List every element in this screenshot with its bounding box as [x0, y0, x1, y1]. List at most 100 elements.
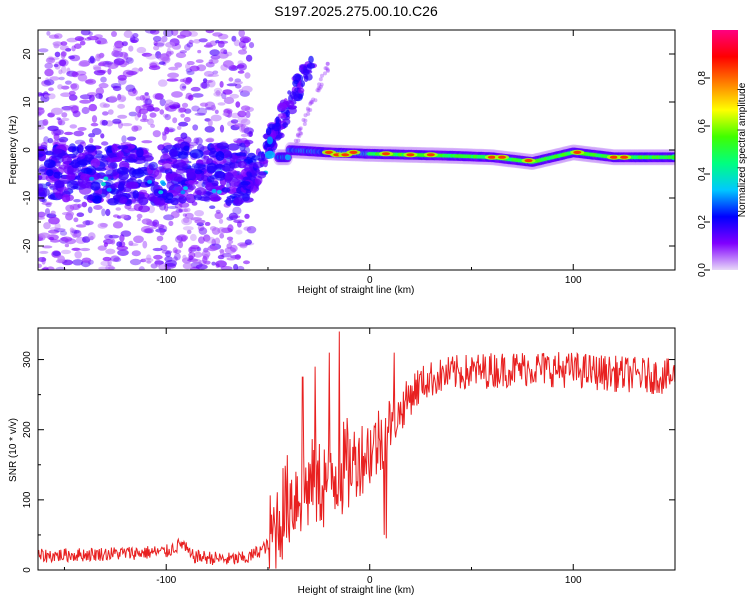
spectrogram-blob — [192, 93, 204, 98]
spectrogram-blob — [213, 87, 223, 94]
spectrogram-blob — [233, 263, 239, 270]
spectrogram-blob — [53, 171, 63, 179]
spectrogram-blob — [93, 34, 103, 39]
spectrogram-x-ticks: -100 0 100 — [63, 30, 676, 286]
spectrogram-blob — [61, 194, 71, 203]
spectrogram-blob — [105, 248, 116, 255]
spectrogram-blob — [210, 58, 219, 64]
spectrogram-blob — [210, 114, 222, 122]
spectrogram-blob — [263, 133, 269, 140]
spectrogram-blob — [80, 30, 91, 36]
spectrogram-blob — [211, 261, 216, 266]
spectrogram-blob — [43, 159, 56, 169]
spectrogram-blob — [52, 148, 63, 155]
spectrogram-blob — [226, 243, 232, 250]
spectrogram-blob — [190, 266, 200, 270]
spectrogram-blob — [207, 119, 213, 127]
spectrogram-blob — [225, 197, 232, 206]
spectrogram-blob — [219, 81, 224, 88]
spectrogram-blob — [289, 90, 299, 100]
spectrogram-blob — [318, 77, 323, 82]
spectrogram-blob — [39, 250, 49, 254]
spectrogram-blob — [127, 88, 138, 97]
spectrogram-blob — [53, 63, 59, 68]
spectrogram-blob — [101, 208, 106, 217]
spectrogram-blob — [101, 182, 106, 186]
spectrogram-blob — [107, 62, 119, 69]
spectrogram-blob — [236, 265, 245, 270]
spectrogram-blob — [114, 40, 124, 49]
spectrogram-blob — [136, 148, 144, 158]
spectrogram-blob — [79, 94, 92, 100]
spectrogram-blob — [192, 124, 199, 131]
spectrogram-blob — [161, 160, 173, 170]
spectrogram-blob — [293, 79, 299, 84]
spectrogram-blob — [224, 246, 236, 254]
spectrogram-blob — [210, 104, 216, 111]
spectrogram-blob — [311, 97, 316, 102]
spectrogram-blob — [113, 214, 120, 218]
spectrogram-blob — [215, 163, 224, 168]
spectrogram-blob — [119, 214, 129, 219]
spectrogram-blob — [295, 133, 300, 138]
spectrogram-blob — [221, 187, 231, 193]
spectrogram-blob — [318, 84, 323, 89]
spectrogram-blob — [190, 233, 197, 242]
spectrogram-blob — [238, 30, 245, 38]
spectrogram-blob — [206, 137, 215, 143]
spectrogram-blob — [183, 186, 188, 191]
spectrogram-blob — [325, 67, 330, 72]
spectrogram-blob — [217, 254, 225, 260]
spectrogram-blob — [233, 219, 245, 224]
spectrogram-blob — [60, 249, 72, 255]
spectrogram-blob — [198, 227, 208, 235]
spectrogram-blob — [272, 123, 281, 132]
spectrogram-blob — [203, 80, 213, 83]
spectrogram-blob — [38, 263, 42, 268]
spectrogram-blob — [95, 93, 103, 99]
spectrogram-blob — [45, 57, 56, 64]
spectrogram-blob — [68, 90, 76, 96]
spectrogram-blob — [303, 118, 308, 123]
spectrogram-blob — [252, 161, 263, 169]
spectrogram-blob — [182, 85, 186, 89]
spectrogram-blob — [38, 48, 49, 53]
spectrogram-blob — [323, 66, 328, 71]
spectrogram-blob — [101, 141, 109, 146]
spectrogram-blob — [68, 55, 75, 60]
spectrogram-blob — [79, 247, 91, 252]
spectrogram-blob — [144, 98, 152, 106]
spectrogram-blob — [117, 74, 127, 81]
spectrogram-blob — [111, 143, 118, 154]
spectrogram-blob — [218, 33, 229, 40]
spectrogram-blob — [299, 131, 304, 136]
spectrogram-blob — [203, 70, 214, 77]
spectrogram-blob — [172, 256, 178, 262]
spectrogram-blob — [172, 247, 178, 254]
spectrogram-blob — [59, 45, 69, 51]
spectrogram-blob — [277, 113, 287, 119]
spectrogram-blob — [228, 212, 238, 221]
spectrogram-blob — [96, 40, 102, 45]
colorbar-tick-label: 0.4 — [697, 167, 708, 181]
spectrogram-blob — [171, 91, 183, 98]
spectrogram-blob — [325, 61, 330, 66]
spectrogram-blob — [39, 197, 46, 202]
spectrogram-blob — [153, 45, 160, 51]
spectrogram-blob — [205, 30, 214, 34]
spectrogram-blob — [61, 117, 70, 122]
snr-x-tick-label: 0 — [367, 575, 373, 586]
spectrogram-blob — [382, 152, 390, 156]
spectrogram-blob — [38, 153, 44, 158]
spectrogram-blob — [316, 85, 321, 90]
spectrogram-blob — [88, 31, 93, 37]
spectrogram-blob — [215, 209, 221, 214]
spectrogram-blob — [56, 117, 61, 121]
spectrogram-blob — [244, 106, 254, 112]
spectrogram-blob — [194, 210, 205, 217]
colorbar-tick-label: 0.0 — [697, 263, 708, 277]
spectrogram-blob — [149, 112, 157, 118]
spectrogram-blob — [172, 117, 178, 124]
